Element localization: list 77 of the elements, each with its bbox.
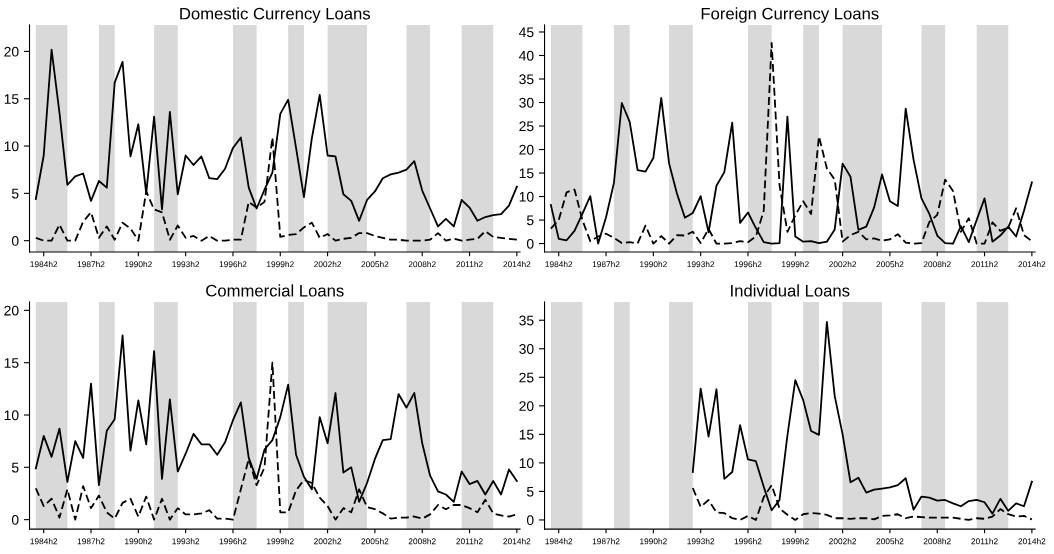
y-tick-label: 0 bbox=[526, 238, 534, 249]
y-tick-label: 0 bbox=[11, 514, 19, 525]
y-tick-label: 5 bbox=[526, 215, 534, 226]
y-tick-label: 30 bbox=[519, 344, 534, 354]
x-tick-label: 1993h2 bbox=[687, 261, 715, 268]
chart-title: Foreign Currency Loans bbox=[701, 7, 879, 23]
y-tick-label: 25 bbox=[519, 372, 534, 383]
y-tick-label: 5 bbox=[11, 188, 19, 199]
x-tick-label: 1990h2 bbox=[125, 538, 152, 545]
y-tick-label: 30 bbox=[519, 97, 534, 108]
x-tick-label: 1987h2 bbox=[77, 261, 105, 268]
x-tick-label: 1984h2 bbox=[30, 261, 58, 268]
y-tick-label: 10 bbox=[4, 141, 19, 152]
x-tick-label: 2008h2 bbox=[923, 261, 951, 268]
y-tick-label: 40 bbox=[518, 50, 534, 61]
x-tick-label: 1987h2 bbox=[592, 261, 620, 268]
x-tick-label: 2008h2 bbox=[408, 261, 436, 268]
x-tick-label: 2005h2 bbox=[876, 261, 904, 268]
x-tick-label: 1990h2 bbox=[640, 261, 667, 268]
x-tick-label: 1987h2 bbox=[592, 538, 620, 545]
y-tick-label: 35 bbox=[519, 315, 534, 326]
x-tick-label: 1996h2 bbox=[219, 261, 247, 268]
y-tick-label: 10 bbox=[4, 410, 19, 421]
x-tick-label: 1999h2 bbox=[782, 261, 809, 268]
x-tick-label: 2014h2 bbox=[503, 538, 531, 545]
y-tick-label: 15 bbox=[519, 429, 534, 440]
x-tick-label: 1999h2 bbox=[782, 538, 809, 545]
y-tick-label: 20 bbox=[519, 144, 534, 155]
y-tick-label: 5 bbox=[526, 486, 534, 497]
y-tick-label: 0 bbox=[11, 236, 19, 246]
x-tick-label: 2014h2 bbox=[1018, 538, 1046, 545]
x-tick-label: 1993h2 bbox=[687, 538, 715, 545]
x-tick-label: 2011h2 bbox=[456, 538, 483, 545]
x-tick-label: 2005h2 bbox=[361, 261, 389, 268]
x-tick-label: 2011h2 bbox=[456, 261, 483, 268]
y-tick-label: 35 bbox=[519, 74, 534, 85]
x-tick-label: 1996h2 bbox=[734, 538, 762, 545]
x-tick-label: 2002h2 bbox=[829, 538, 857, 545]
x-tick-label: 2008h2 bbox=[923, 538, 951, 545]
y-tick-label: 10 bbox=[519, 191, 534, 202]
x-tick-label: 2005h2 bbox=[876, 538, 904, 545]
x-tick-label: 1999h2 bbox=[267, 538, 294, 545]
x-tick-label: 2005h2 bbox=[361, 538, 389, 545]
y-tick-label: 10 bbox=[519, 458, 534, 469]
x-tick-label: 2014h2 bbox=[503, 261, 531, 268]
line-series bbox=[549, 41, 1033, 245]
chart-title: Individual Loans bbox=[731, 284, 850, 297]
x-tick-label: 2011h2 bbox=[971, 538, 998, 545]
y-tick-label: 15 bbox=[4, 358, 19, 368]
x-tick-label: 2011h2 bbox=[971, 261, 998, 268]
x-tick-label: 1996h2 bbox=[219, 538, 247, 545]
y-tick-label: 45 bbox=[518, 27, 534, 38]
x-tick-label: 2002h2 bbox=[829, 261, 857, 268]
x-tick-label: 2008h2 bbox=[408, 538, 436, 545]
x-tick-label: 1984h2 bbox=[545, 538, 573, 545]
x-tick-label: 2002h2 bbox=[314, 261, 342, 268]
x-tick-label: 1987h2 bbox=[77, 538, 105, 545]
x-tick-label: 1990h2 bbox=[125, 261, 152, 268]
x-tick-label: 1993h2 bbox=[172, 538, 200, 545]
y-tick-label: 25 bbox=[519, 121, 534, 132]
x-tick-label: 1999h2 bbox=[267, 261, 294, 268]
y-tick-label: 20 bbox=[519, 401, 534, 411]
y-tick-label: 20 bbox=[4, 46, 19, 57]
y-tick-label: 15 bbox=[519, 168, 534, 179]
x-tick-label: 1990h2 bbox=[640, 538, 667, 545]
x-tick-label: 1996h2 bbox=[734, 261, 762, 268]
x-tick-label: 1984h2 bbox=[30, 538, 58, 545]
y-tick-label: 15 bbox=[4, 94, 19, 104]
x-tick-label: 2002h2 bbox=[314, 538, 342, 545]
y-tick-label: 20 bbox=[4, 305, 19, 316]
chart-title: Commercial Loans bbox=[206, 284, 344, 297]
x-tick-label: 1984h2 bbox=[545, 261, 573, 268]
x-tick-label: 1993h2 bbox=[172, 261, 200, 268]
y-tick-label: 5 bbox=[11, 462, 19, 473]
x-tick-label: 2014h2 bbox=[1018, 261, 1046, 268]
chart-title: Domestic Currency Loans bbox=[180, 7, 371, 23]
y-tick-label: 0 bbox=[526, 515, 534, 526]
